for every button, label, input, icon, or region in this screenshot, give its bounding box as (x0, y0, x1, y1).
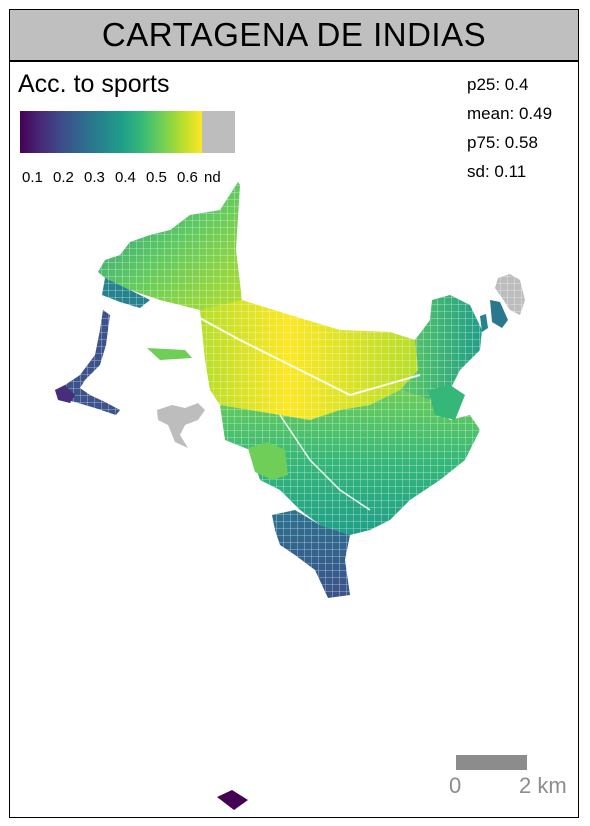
district-northeast-island (490, 300, 508, 328)
park-north (147, 348, 192, 360)
map-frame: CARTAGENA DE INDIAS Acc. to sports 0.1 0… (9, 9, 579, 818)
scale-label-max: 2 km (519, 773, 567, 799)
district-outlier (217, 790, 248, 810)
city-map (10, 10, 580, 819)
scale-label-zero: 0 (449, 773, 461, 799)
nodata-island (157, 403, 205, 448)
scale-bar (456, 755, 527, 770)
